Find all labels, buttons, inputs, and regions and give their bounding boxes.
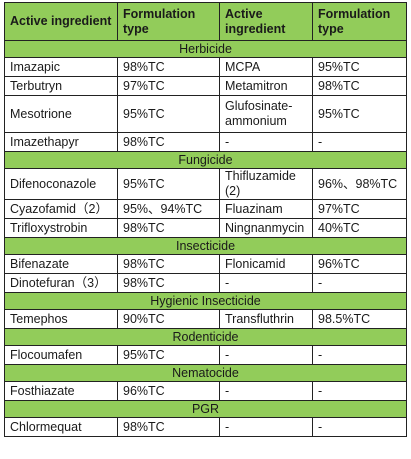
table-row: Flocoumafen 95%TC - - bbox=[4, 345, 407, 365]
table-row: Temephos 90%TC Transfluthrin 98.5%TC bbox=[4, 309, 407, 329]
category-row: Herbicide bbox=[4, 40, 407, 58]
formulation-cell: 98%TC bbox=[117, 57, 220, 77]
table-row: Bifenazate 98%TC Flonicamid 96%TC bbox=[4, 254, 407, 274]
ingredient-cell: Fluazinam bbox=[219, 199, 313, 219]
category-label: Fungicide bbox=[4, 151, 407, 169]
formulation-cell: 98%TC bbox=[117, 254, 220, 274]
category-label: Rodenticide bbox=[4, 328, 407, 346]
ingredient-cell: Ningnanmycin bbox=[219, 218, 313, 238]
formulation-cell: 96%、98%TC bbox=[312, 168, 407, 200]
ingredient-cell: Metamitron bbox=[219, 76, 313, 96]
formulation-cell: 95%TC bbox=[312, 95, 407, 133]
table-row: Trifloxystrobin 98%TC Ningnanmycin 40%TC bbox=[4, 218, 407, 238]
formulation-cell: 96%TC bbox=[117, 381, 220, 401]
table-row: Terbutryn 97%TC Metamitron 98%TC bbox=[4, 76, 407, 96]
formulation-cell: 98%TC bbox=[117, 417, 220, 437]
formulation-cell: 95%、94%TC bbox=[117, 199, 220, 219]
ingredient-cell: Trifloxystrobin bbox=[4, 218, 118, 238]
ingredient-cell: MCPA bbox=[219, 57, 313, 77]
formulation-cell: - bbox=[312, 273, 407, 293]
product-table: Active ingredient Formulation type Activ… bbox=[4, 2, 407, 437]
header-active-ingredient: Active ingredient bbox=[4, 2, 118, 41]
ingredient-cell: Temephos bbox=[4, 309, 118, 329]
formulation-cell: 90%TC bbox=[117, 309, 220, 329]
ingredient-cell: Imazethapyr bbox=[4, 132, 118, 152]
ingredient-cell: Transfluthrin bbox=[219, 309, 313, 329]
formulation-cell: 40%TC bbox=[312, 218, 407, 238]
table-row: Mesotrione 95%TC Glufosinate-ammonium 95%TC bbox=[4, 95, 407, 133]
ingredient-cell: Flocoumafen bbox=[4, 345, 118, 365]
category-label: Hygienic Insecticide bbox=[4, 292, 407, 310]
category-row: Insecticide bbox=[4, 237, 407, 255]
formulation-cell: 95%TC bbox=[117, 345, 220, 365]
table-row: Fosthiazate 96%TC - - bbox=[4, 381, 407, 401]
formulation-cell: - bbox=[312, 345, 407, 365]
ingredient-cell: Chlormequat bbox=[4, 417, 118, 437]
category-label: Herbicide bbox=[4, 40, 407, 58]
ingredient-cell: - bbox=[219, 132, 313, 152]
table-row: Chlormequat 98%TC - - bbox=[4, 417, 407, 437]
ingredient-cell: Thifluzamide (2) bbox=[219, 168, 313, 200]
ingredient-cell: Cyazofamid（2） bbox=[4, 199, 118, 219]
header-formulation-type: Formulation type bbox=[312, 2, 407, 41]
formulation-cell: - bbox=[312, 381, 407, 401]
table-row: Imazethapyr 98%TC - - bbox=[4, 132, 407, 152]
ingredient-cell: Imazapic bbox=[4, 57, 118, 77]
table-row: Difenoconazole 95%TC Thifluzamide (2) 96%、9… bbox=[4, 168, 407, 200]
formulation-cell: 97%TC bbox=[117, 76, 220, 96]
formulation-cell: 98%TC bbox=[117, 218, 220, 238]
category-row: PGR bbox=[4, 400, 407, 418]
ingredient-cell: - bbox=[219, 381, 313, 401]
ingredient-cell: - bbox=[219, 417, 313, 437]
ingredient-cell: Bifenazate bbox=[4, 254, 118, 274]
ingredient-cell: Dinotefuran（3） bbox=[4, 273, 118, 293]
table-row: Cyazofamid（2） 95%、94%TC Fluazinam 97%TC bbox=[4, 199, 407, 219]
ingredient-cell: Fosthiazate bbox=[4, 381, 118, 401]
ingredient-cell: Flonicamid bbox=[219, 254, 313, 274]
ingredient-cell: Difenoconazole bbox=[4, 168, 118, 200]
formulation-cell: 98%TC bbox=[117, 132, 220, 152]
formulation-cell: 98%TC bbox=[117, 273, 220, 293]
ingredient-cell: Glufosinate-ammonium bbox=[219, 95, 313, 133]
category-row: Hygienic Insecticide bbox=[4, 292, 407, 310]
header-formulation-type: Formulation type bbox=[117, 2, 220, 41]
formulation-cell: - bbox=[312, 417, 407, 437]
formulation-cell: 95%TC bbox=[117, 95, 220, 133]
table-row: Imazapic 98%TC MCPA 95%TC bbox=[4, 57, 407, 77]
formulation-cell: 98%TC bbox=[312, 76, 407, 96]
ingredient-cell: Mesotrione bbox=[4, 95, 118, 133]
formulation-cell: 95%TC bbox=[312, 57, 407, 77]
category-label: PGR bbox=[4, 400, 407, 418]
category-row: Nematocide bbox=[4, 364, 407, 382]
formulation-cell: 95%TC bbox=[117, 168, 220, 200]
header-active-ingredient: Active ingredient bbox=[219, 2, 313, 41]
category-row: Rodenticide bbox=[4, 328, 407, 346]
table-row: Dinotefuran（3） 98%TC - - bbox=[4, 273, 407, 293]
formulation-cell: - bbox=[312, 132, 407, 152]
header-row: Active ingredient Formulation type Activ… bbox=[4, 2, 407, 41]
category-label: Nematocide bbox=[4, 364, 407, 382]
ingredient-cell: - bbox=[219, 273, 313, 293]
ingredient-cell: - bbox=[219, 345, 313, 365]
category-row: Fungicide bbox=[4, 151, 407, 169]
formulation-cell: 98.5%TC bbox=[312, 309, 407, 329]
formulation-cell: 97%TC bbox=[312, 199, 407, 219]
formulation-cell: 96%TC bbox=[312, 254, 407, 274]
category-label: Insecticide bbox=[4, 237, 407, 255]
ingredient-cell: Terbutryn bbox=[4, 76, 118, 96]
